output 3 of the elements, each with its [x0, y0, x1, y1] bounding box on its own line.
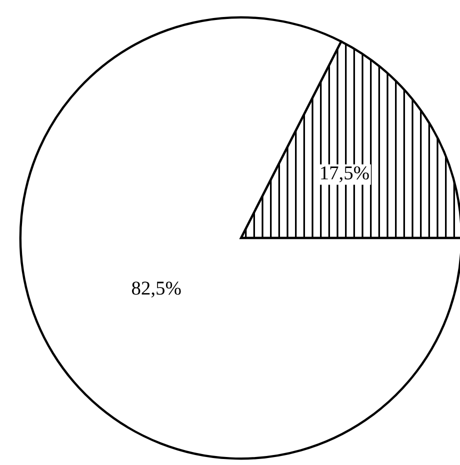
data-label: 82,5%	[132, 282, 181, 298]
data-label: 17,5%	[321, 166, 369, 182]
pie-slice	[19, 16, 460, 460]
